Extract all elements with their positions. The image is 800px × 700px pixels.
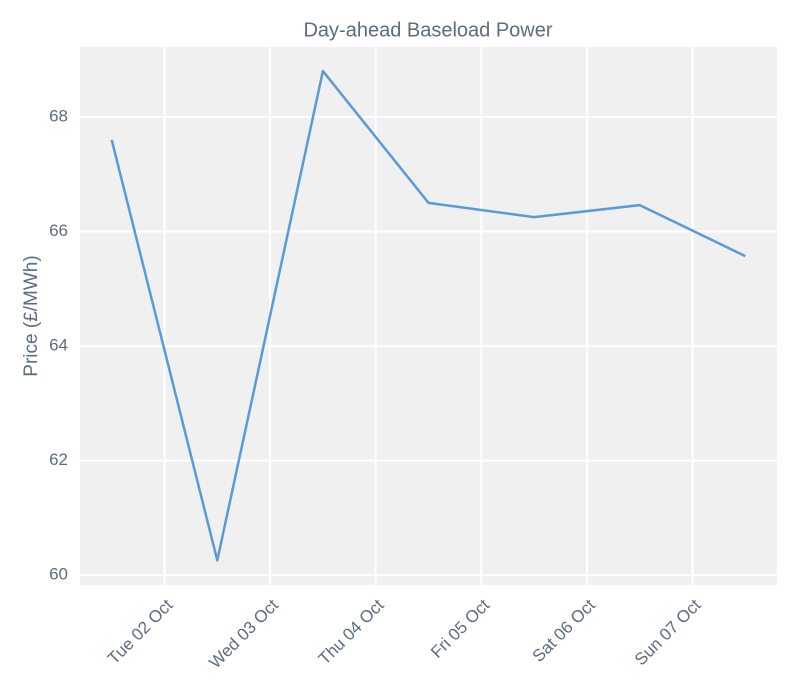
y-axis-label: Price (£/MWh) [21, 255, 42, 376]
x-tick-label: Thu 04 Oct [315, 595, 388, 668]
y-tick-label: 66 [49, 221, 68, 240]
y-tick-label: 68 [49, 106, 68, 125]
chart-title: Day-ahead Baseload Power [303, 19, 552, 41]
plot-area [80, 47, 777, 585]
x-tick-label: Tue 02 Oct [104, 595, 177, 668]
line [110, 69, 746, 562]
y-tick-label: 64 [49, 336, 68, 355]
x-tick-label: Wed 03 Oct [205, 595, 282, 672]
x-tick-label: Fri 05 Oct [427, 595, 493, 661]
x-tick-label: Sat 06 Oct [529, 595, 599, 665]
y-tick-label: 62 [49, 450, 68, 469]
x-tick-label: Sun 07 Oct [631, 595, 705, 669]
y-tick-label: 60 [49, 565, 68, 584]
